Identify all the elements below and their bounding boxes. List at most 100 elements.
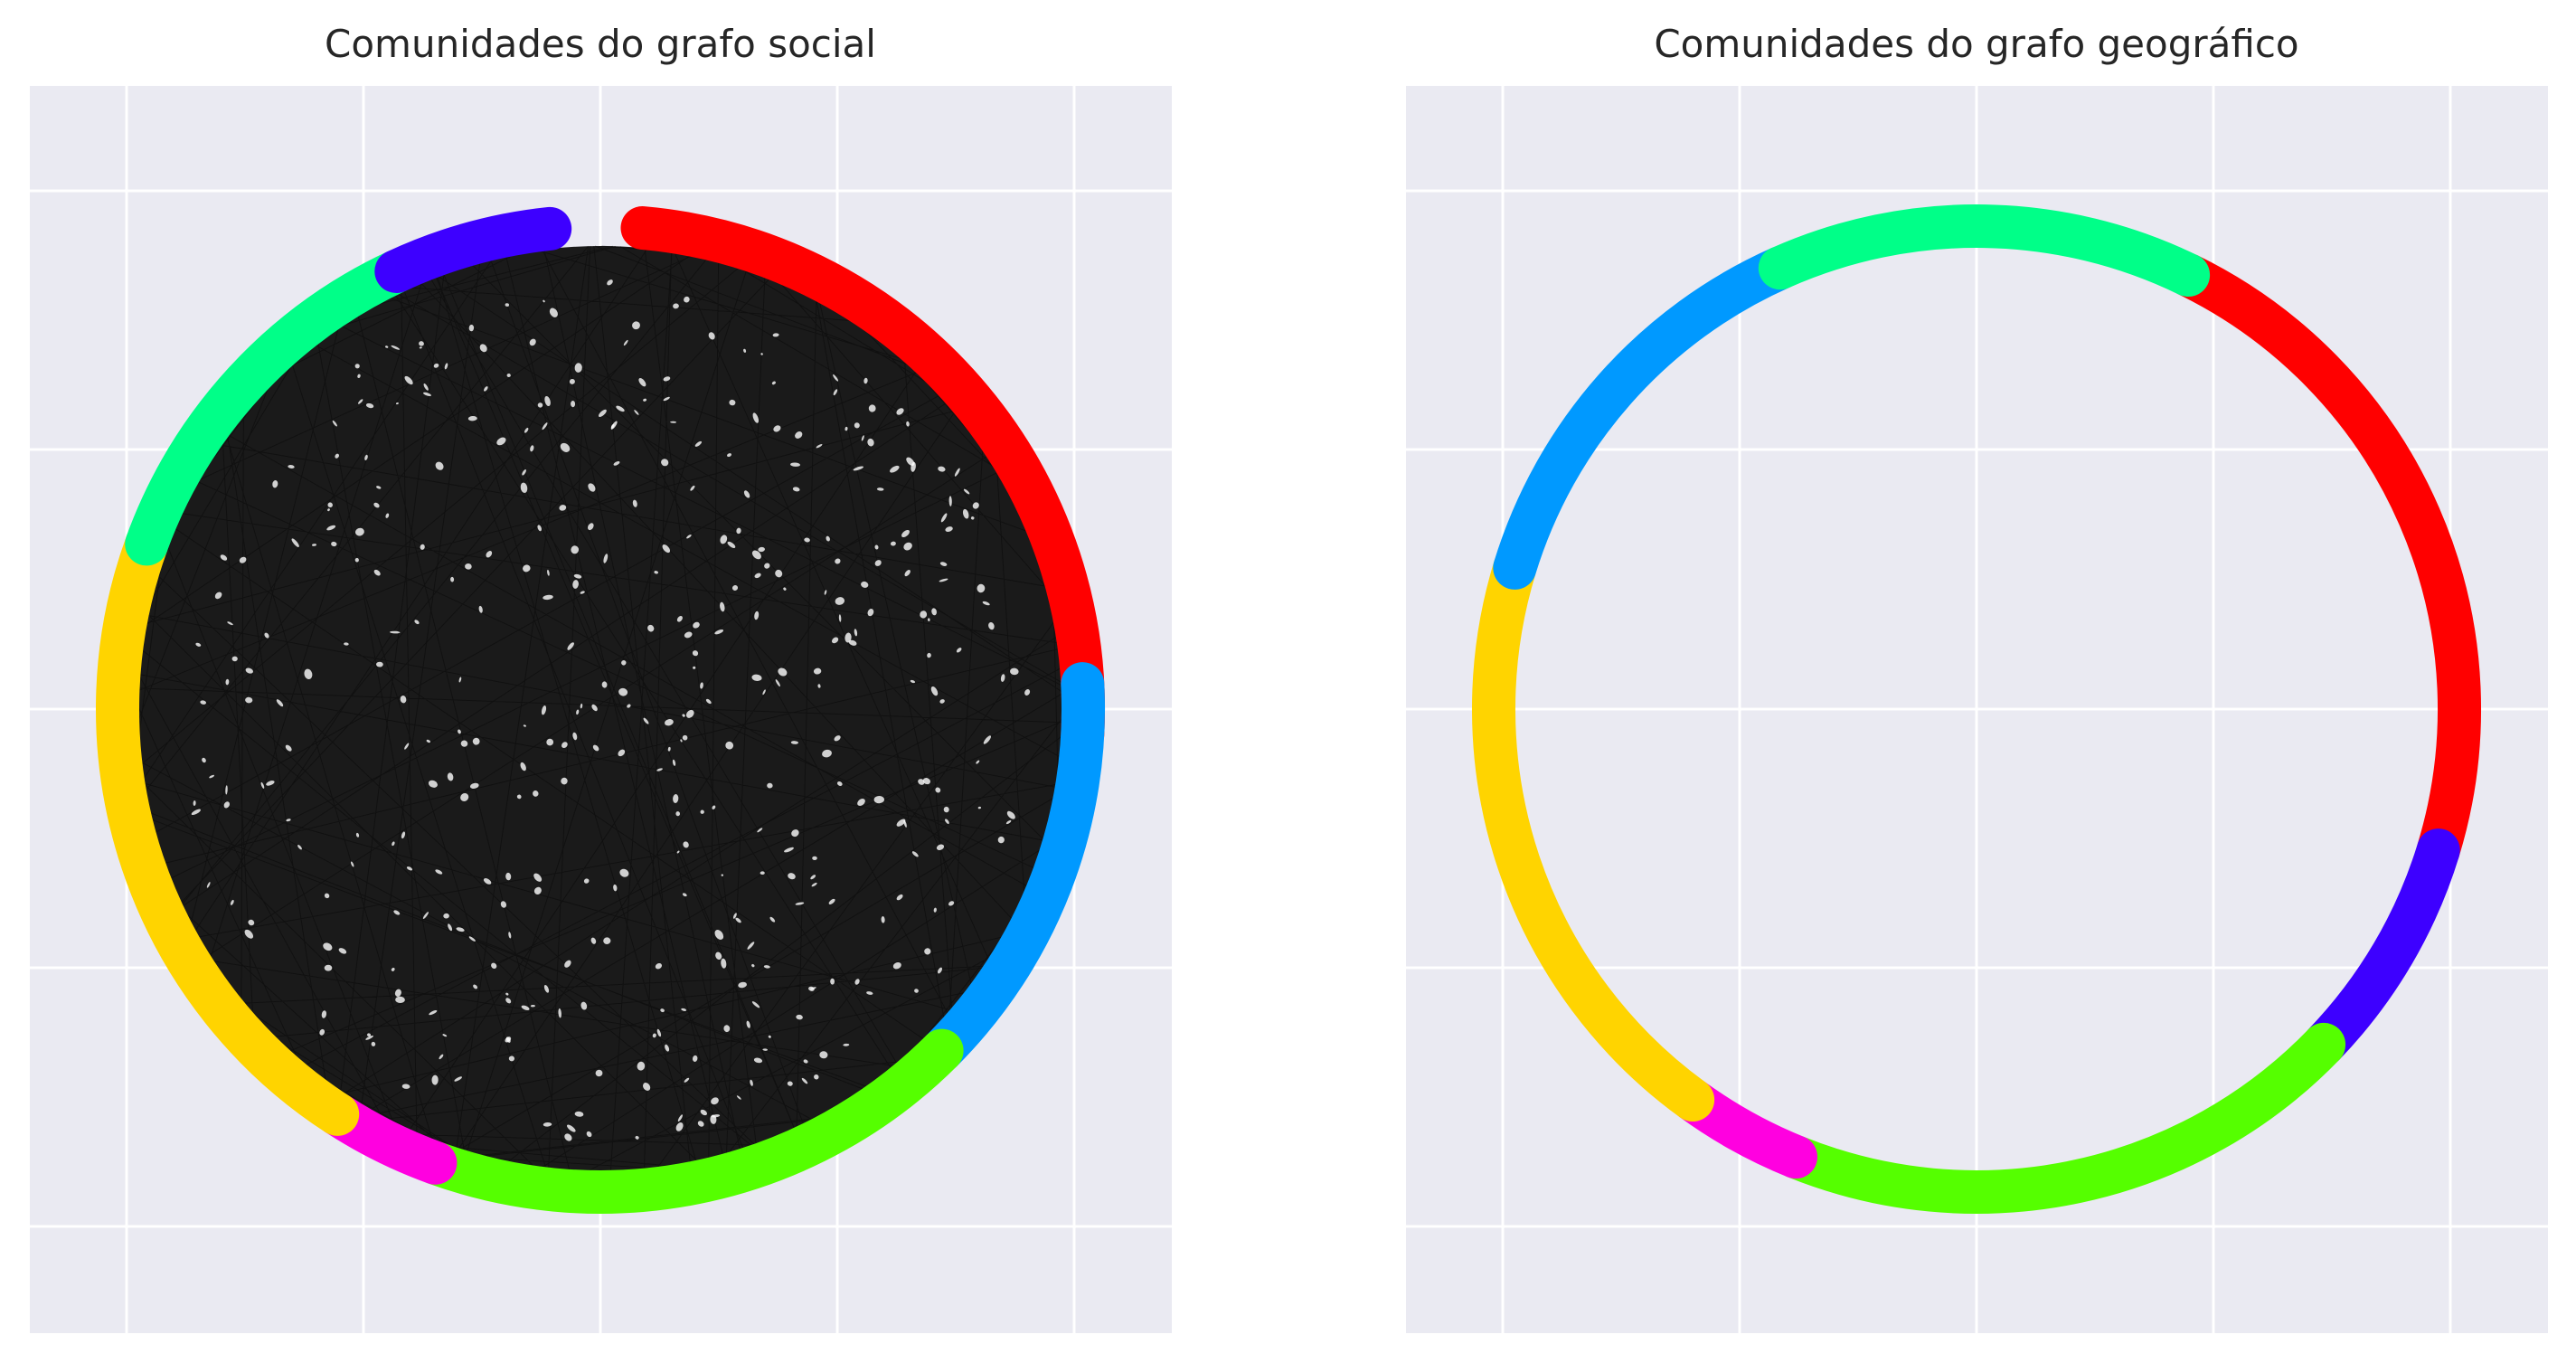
- social-graph-edge-gap: [910, 679, 916, 684]
- social-graph-edge-gap: [564, 960, 571, 968]
- social-graph-edge-gap: [560, 442, 571, 452]
- social-graph-edge-gap: [230, 899, 234, 905]
- geographic-graph-panel: Comunidades do grafo geográfico: [1406, 22, 2548, 1333]
- social-graph-edge-gap: [516, 794, 522, 800]
- social-graph-edge-gap: [401, 831, 406, 839]
- social-graph-edge-gap: [595, 1069, 603, 1077]
- social-graph-edge-gap: [547, 569, 550, 576]
- social-graph-edge-gap: [505, 872, 512, 881]
- social-graph-edge-gap: [700, 809, 704, 814]
- social-graph-edge-gap: [635, 1136, 639, 1140]
- social-graph-edge-gap: [1006, 810, 1015, 819]
- social-graph-edge-gap: [834, 735, 841, 742]
- social-graph-edge-gap: [927, 652, 931, 658]
- social-graph-edge-gap: [656, 768, 663, 771]
- social-graph-edge-gap: [632, 499, 637, 507]
- social-graph-edge-gap: [344, 642, 349, 646]
- social-graph-edge-gap: [746, 1020, 750, 1028]
- social-graph-edge-gap: [323, 942, 333, 951]
- social-graph-edge-gap: [394, 989, 401, 998]
- social-graph-edge-gap: [450, 576, 455, 582]
- social-graph-edge-gap: [977, 806, 982, 809]
- social-graph-edge-gap: [332, 420, 337, 427]
- social-graph-edge-gap: [752, 412, 760, 423]
- social-graph-edge-gap: [364, 454, 368, 460]
- social-graph-edge-gap: [686, 534, 692, 539]
- social-graph-edge-gap: [720, 601, 725, 612]
- social-graph-edge-gap: [428, 780, 438, 788]
- social-graph-edge-gap: [816, 444, 823, 449]
- social-graph-edge-gap: [762, 689, 766, 696]
- social-graph-edge-gap: [854, 629, 858, 637]
- social-graph-edge-gap: [592, 744, 599, 752]
- social-graph-edge-gap: [956, 648, 962, 653]
- geographic-graph-community-arc-5: [1472, 545, 1715, 1122]
- social-graph-edge-gap: [664, 719, 674, 726]
- social-graph-edge-gap: [768, 1035, 771, 1038]
- social-graph-edge-gap: [469, 782, 479, 790]
- social-graph-edge-gap: [712, 805, 716, 809]
- social-graph-edge-gap: [822, 749, 832, 758]
- social-graph-edge-gap: [948, 901, 955, 906]
- social-graph-edge-gap: [660, 1008, 665, 1013]
- social-graph-edge-gap: [830, 978, 835, 985]
- social-graph-edge-gap: [939, 578, 948, 582]
- social-graph-edge-gap: [920, 611, 928, 619]
- social-graph-edge-gap: [743, 348, 747, 353]
- social-graph-edge-gap: [721, 958, 727, 969]
- social-graph-edge-gap: [193, 800, 196, 806]
- social-graph-edge-gap: [484, 386, 488, 392]
- social-graph-edge-gap: [828, 898, 835, 904]
- social-graph-edge-gap: [546, 738, 554, 746]
- social-graph-edge-gap: [892, 961, 901, 970]
- social-graph-edge-gap: [693, 666, 696, 669]
- social-graph-edge-gap: [354, 364, 360, 369]
- social-graph-edge-gap: [566, 1124, 576, 1132]
- social-graph-edge-gap: [571, 545, 580, 554]
- social-graph-edge-gap: [714, 930, 724, 940]
- social-graph-edge-gap: [788, 873, 796, 880]
- social-graph-edge-gap: [460, 740, 468, 747]
- social-graph-edge-gap: [521, 1005, 530, 1011]
- social-graph-edge-gap: [769, 916, 776, 923]
- social-graph-edge-gap: [365, 1035, 373, 1040]
- social-graph-edge-gap: [423, 392, 431, 397]
- social-graph-edge-gap: [933, 907, 937, 913]
- social-graph-edge-gap: [948, 496, 952, 506]
- social-graph-edge-gap: [673, 794, 679, 803]
- social-graph-edge-gap: [419, 341, 424, 346]
- social-graph-edge-gap: [447, 772, 454, 781]
- social-graph-edge-gap: [890, 541, 896, 546]
- social-graph-edge-gap: [795, 902, 805, 905]
- social-graph-edge-gap: [400, 696, 407, 704]
- social-graph-edge-gap: [861, 435, 864, 441]
- social-graph-edge-gap: [505, 998, 512, 1004]
- social-graph-edge-gap: [448, 923, 453, 932]
- social-graph-edge-gap: [574, 1111, 584, 1117]
- social-graph-edge-gap: [618, 687, 628, 696]
- social-graph-edge-gap: [227, 621, 233, 626]
- social-graph-edge-gap: [778, 667, 788, 677]
- social-graph-edge-gap: [896, 894, 903, 901]
- social-graph-edge-gap: [676, 616, 683, 622]
- social-graph-edge-gap: [753, 1057, 763, 1064]
- social-graph-edge-gap: [433, 363, 439, 368]
- social-graph-edge-gap: [404, 375, 413, 385]
- social-graph-edge-gap: [572, 580, 579, 589]
- social-graph-edge-gap: [867, 609, 874, 617]
- social-graph-edge-gap: [804, 537, 810, 543]
- social-graph-edge-gap: [873, 795, 884, 804]
- social-graph-edge-gap: [276, 699, 284, 707]
- social-graph-edge-gap: [439, 1054, 444, 1060]
- social-graph-edge-gap: [327, 502, 333, 508]
- social-graph-edge-gap: [684, 296, 690, 303]
- social-graph-edge-gap: [621, 660, 627, 666]
- social-graph-edge-gap: [458, 729, 461, 734]
- social-graph-edge-gap: [214, 592, 222, 600]
- social-graph-community-arc-7: [374, 206, 572, 293]
- social-graph-edge-gap: [714, 629, 724, 635]
- social-graph-edge-gap: [537, 402, 543, 408]
- social-graph-edge-gap: [937, 967, 943, 974]
- social-graph-edge-gap: [667, 746, 671, 752]
